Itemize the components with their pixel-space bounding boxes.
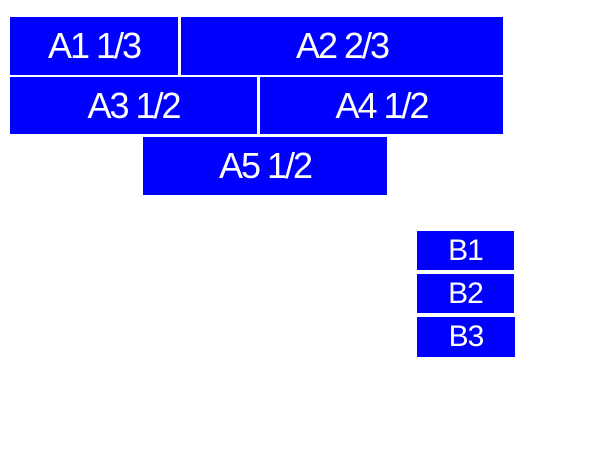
- box-b2: B2: [417, 274, 514, 313]
- box-a5: A5 1/2: [143, 137, 387, 195]
- box-a3: A3 1/2: [10, 77, 257, 134]
- box-a2: A2 2/3: [181, 17, 503, 75]
- box-a4: A4 1/2: [260, 77, 503, 134]
- box-a1: A1 1/3: [10, 17, 178, 75]
- box-b3: B3: [417, 317, 515, 357]
- box-b1: B1: [417, 231, 514, 270]
